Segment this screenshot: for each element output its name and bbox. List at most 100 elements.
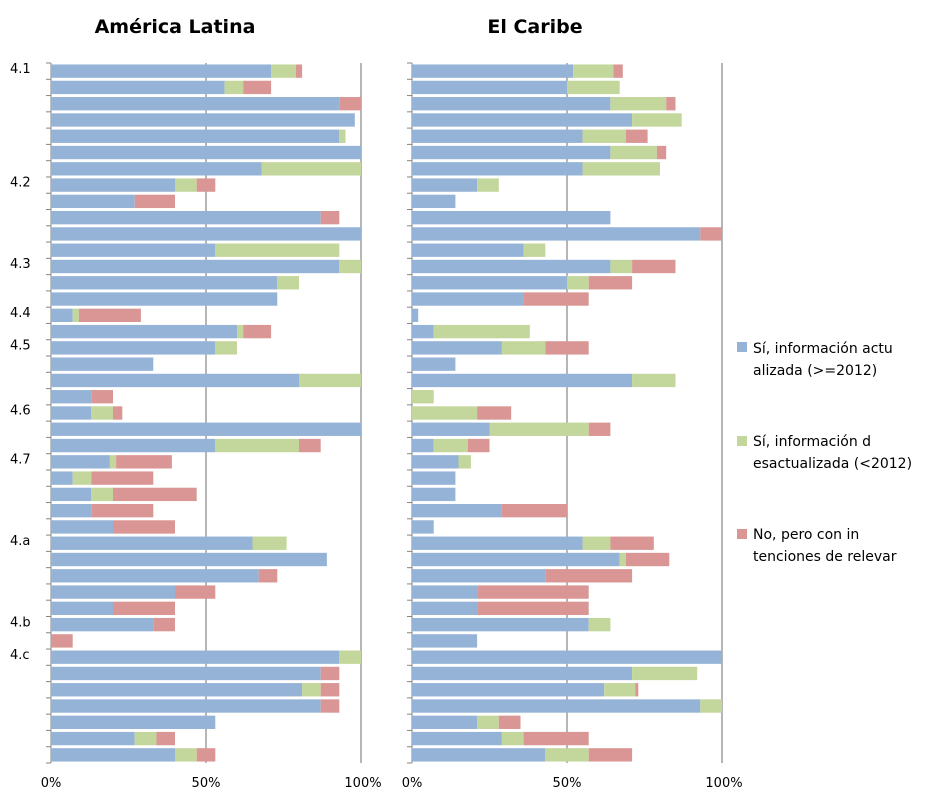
bar-segment-desactualizada	[224, 80, 244, 95]
group-label: 4.b	[10, 615, 31, 630]
bar-segment-actualizada	[51, 520, 113, 534]
bar-segment-desactualizada	[610, 97, 667, 111]
bar-segment-actualizada	[51, 80, 225, 95]
bar-segment-desactualizada	[433, 324, 530, 339]
bar-segment-actualizada	[51, 259, 340, 274]
bar-segment-actualizada	[412, 601, 478, 616]
bar-segment-intenciones	[91, 471, 154, 485]
bar-segment-desactualizada	[632, 666, 698, 681]
bar-segment-desactualizada	[134, 731, 157, 746]
bar-segment-actualizada	[412, 162, 583, 176]
bar-segment-desactualizada	[72, 471, 92, 485]
bar-segment-actualizada	[51, 683, 303, 697]
bar-segment-actualizada	[51, 145, 361, 160]
bar-segment-actualizada	[412, 80, 567, 95]
bar-segment-actualizada	[412, 210, 611, 225]
bar-segment-desactualizada	[567, 276, 589, 290]
bar-segment-actualizada	[412, 634, 478, 648]
bar-segment-actualizada	[412, 227, 701, 241]
bar-segment-actualizada	[412, 422, 490, 436]
bar-segment-actualizada	[412, 536, 583, 550]
bar-segment-actualizada	[51, 390, 92, 404]
group-label: 4.a	[10, 534, 30, 549]
bar-segment-intenciones	[320, 666, 340, 681]
x-tick-label: 100%	[344, 776, 381, 791]
bar-segment-intenciones	[156, 731, 175, 746]
bar-segment-intenciones	[588, 748, 633, 762]
bar-segment-intenciones	[625, 552, 670, 567]
legend-swatch-intenciones	[737, 529, 747, 539]
bar-segment-actualizada	[412, 113, 633, 127]
bar-segment-actualizada	[51, 699, 321, 713]
bar-segment-actualizada	[51, 324, 237, 339]
bar-segment-desactualizada	[271, 64, 296, 78]
bar-segment-actualizada	[412, 373, 633, 388]
x-tick-label: 50%	[192, 776, 221, 791]
bar-segment-intenciones	[196, 748, 216, 762]
panel-title-america-latina: América Latina	[95, 16, 256, 38]
bar-segment-actualizada	[51, 341, 216, 355]
bar-segment-actualizada	[51, 471, 73, 485]
x-tick-label: 0%	[402, 776, 423, 791]
bar-segment-intenciones	[625, 129, 648, 143]
bar-segment-actualizada	[412, 357, 456, 371]
bar-segment-desactualizada	[582, 536, 611, 550]
bar-segment-desactualizada	[582, 129, 626, 143]
bar-segment-desactualizada	[261, 162, 361, 176]
bar-segment-intenciones	[113, 520, 175, 534]
bar-segment-actualizada	[412, 324, 434, 339]
bar-segment-desactualizada	[604, 683, 636, 697]
bar-segment-actualizada	[412, 292, 524, 306]
bar-segment-intenciones	[700, 227, 722, 241]
bar-segment-actualizada	[51, 552, 327, 567]
bar-segment-actualizada	[412, 666, 633, 681]
bar-segment-actualizada	[51, 601, 113, 616]
bar-segment-desactualizada	[91, 487, 113, 502]
group-label: 4.5	[10, 339, 31, 354]
bar-segment-desactualizada	[619, 552, 626, 567]
bar-segment-intenciones	[116, 455, 172, 469]
bar-segment-intenciones	[635, 683, 639, 697]
group-label: 4.7	[10, 452, 31, 467]
bar-segment-actualizada	[51, 357, 154, 371]
bar-segment-actualizada	[51, 227, 361, 241]
bar-segment-actualizada	[51, 455, 110, 469]
bar-segment-intenciones	[113, 601, 175, 616]
bar-segment-intenciones	[610, 536, 654, 550]
bar-segment-actualizada	[412, 243, 524, 257]
bar-segment-actualizada	[412, 64, 574, 78]
group-labels: 4.1 4.2 4.3 4.4 4.5 4.6 4.7 4.a 4.b 4.c	[10, 62, 31, 663]
bar-segment-desactualizada	[632, 373, 676, 388]
bar-segment-intenciones	[78, 308, 141, 322]
bar-segment-intenciones	[588, 422, 611, 436]
bar-segment-desactualizada	[215, 341, 237, 355]
bar-segment-intenciones	[477, 585, 589, 599]
bar-segment-desactualizada	[700, 699, 722, 713]
bar-segment-intenciones	[91, 390, 113, 404]
bar-segment-intenciones	[320, 210, 340, 225]
bar-segment-intenciones	[477, 601, 589, 616]
bar-segment-intenciones	[320, 683, 340, 697]
bar-segment-actualizada	[412, 552, 620, 567]
bar-segment-actualizada	[51, 715, 216, 729]
bar-segment-actualizada	[51, 308, 73, 322]
bar-segment-desactualizada	[567, 80, 620, 95]
bar-segment-desactualizada	[237, 324, 244, 339]
legend-label-actualizada: Sí, información actu alizada (>=2012)	[753, 341, 897, 379]
bar-segment-actualizada	[51, 504, 92, 518]
bar-segment-actualizada	[412, 520, 434, 534]
bar-segment-intenciones	[498, 715, 521, 729]
bar-segment-actualizada	[412, 715, 478, 729]
bar-segment-desactualizada	[91, 406, 113, 420]
bar-segment-actualizada	[412, 194, 456, 209]
bar-segment-actualizada	[51, 292, 278, 306]
bar-segment-intenciones	[134, 194, 175, 209]
bar-segment-actualizada	[412, 650, 722, 664]
group-label: 4.2	[10, 176, 31, 191]
bar-segment-intenciones	[175, 585, 216, 599]
bar-segment-intenciones	[243, 324, 272, 339]
bar-segment-desactualizada	[302, 683, 321, 697]
bar-segment-actualizada	[412, 504, 502, 518]
bar-segment-desactualizada	[588, 617, 611, 632]
bar-segment-actualizada	[51, 97, 340, 111]
